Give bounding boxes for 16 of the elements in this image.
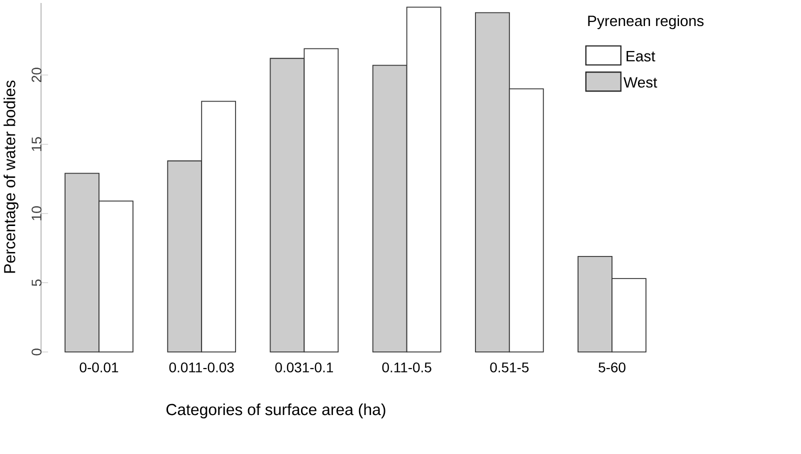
legend-label: East xyxy=(626,51,656,62)
x-tick-label: 0.51-5 xyxy=(490,362,529,372)
y-tick-label: 5 xyxy=(32,279,42,286)
x-tick-label: 5-60 xyxy=(598,362,626,372)
x-tick-label: 0.11-0.5 xyxy=(382,362,432,372)
y-tick-label: 0 xyxy=(32,348,42,356)
y-axis-title: Percentage of water bodies xyxy=(4,80,18,273)
legend-title: Pyrenean regions xyxy=(588,15,704,30)
x-axis-title: Categories of surface area (ha) xyxy=(166,404,386,418)
x-tick-label: 0.031-0.1 xyxy=(275,362,333,372)
y-tick-label: 20 xyxy=(32,68,42,82)
y-tick-label: 15 xyxy=(32,137,42,151)
x-tick-label: 0-0.01 xyxy=(80,362,118,372)
x-tick-label: 0.011-0.03 xyxy=(169,362,234,372)
y-tick-label: 10 xyxy=(32,206,42,220)
legend-label: West xyxy=(624,77,658,88)
